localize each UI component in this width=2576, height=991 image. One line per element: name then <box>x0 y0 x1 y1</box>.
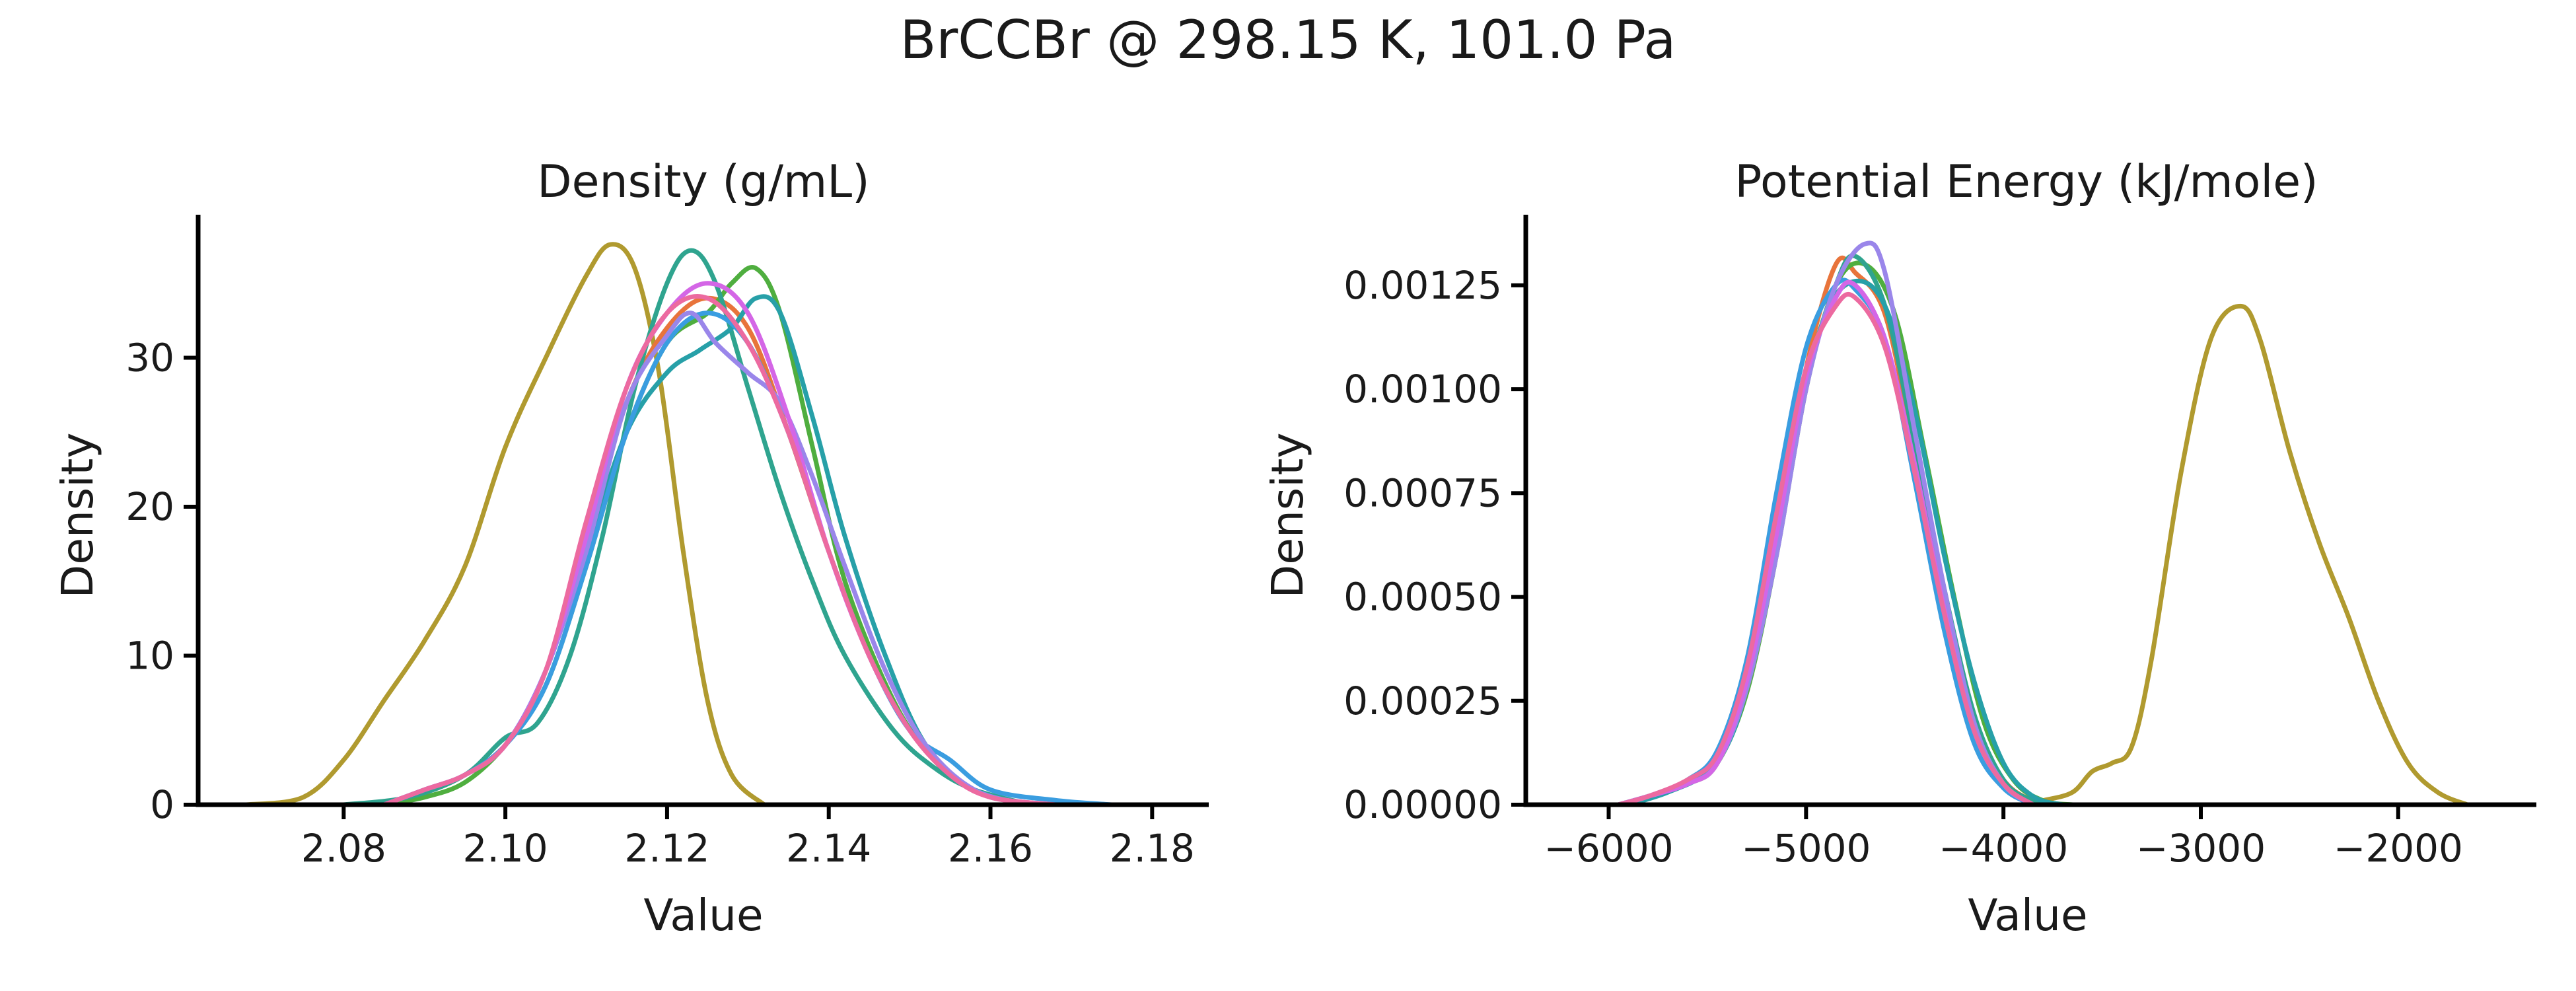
potential-energy-x-tick-label: −5000 <box>1741 826 1871 871</box>
potential-energy-x-tick-label: −6000 <box>1544 826 1673 871</box>
potential-energy-y-tick-label: 0.00075 <box>1343 470 1502 515</box>
potential-energy-kde-curve-3 <box>1616 260 2075 807</box>
density-kde-curve-9 <box>382 294 1057 807</box>
density-kde-curve-7 <box>382 311 1034 807</box>
density-x-tick-label: 2.08 <box>301 826 386 871</box>
density-kde-curve-4 <box>341 248 1034 807</box>
density-panel: Density (g/mL) Value Density 2.08 2.10 2.1… <box>52 156 1209 941</box>
potential-energy-kde-curve-9 <box>1616 291 2036 807</box>
density-panel-x-axis-label: Value <box>643 890 763 941</box>
density-kde-curve-3 <box>382 265 1034 807</box>
potential-energy-x-tick-label: −2000 <box>2334 826 2463 871</box>
density-y-tick-label: 30 <box>125 335 174 380</box>
density-panel-title: Density (g/mL) <box>537 156 869 208</box>
density-kde-curve-1 <box>244 242 767 807</box>
density-kde-curve-5 <box>382 294 1034 807</box>
density-kde-curve-8 <box>382 281 1057 807</box>
density-x-tick-label: 2.10 <box>463 826 548 871</box>
potential-energy-panel-axes <box>1523 215 2536 807</box>
potential-energy-panel-title: Potential Energy (kJ/mole) <box>1735 156 2318 208</box>
potential-energy-x-tick-label: −4000 <box>1939 826 2068 871</box>
density-x-tick-label: 2.14 <box>786 826 871 871</box>
potential-energy-panel-ticks: −6000 −5000 −4000 −3000 −2000 0.00000 0.00025 0… <box>1343 263 2463 871</box>
density-y-tick-label: 10 <box>125 633 174 678</box>
density-panel-curves <box>244 242 1114 807</box>
potential-energy-y-tick-label: 0.00050 <box>1343 575 1502 620</box>
potential-energy-panel-curves <box>1616 240 2470 807</box>
density-kde-curve-2 <box>382 295 1057 807</box>
figure-title: BrCCBr @ 298.15 K, 101.0 Pa <box>900 9 1676 71</box>
density-y-tick-label: 0 <box>150 782 174 827</box>
potential-energy-y-tick-label: 0.00100 <box>1343 367 1502 412</box>
potential-energy-kde-curve-4 <box>1616 253 2065 807</box>
potential-energy-y-tick-label: 0.00025 <box>1343 679 1502 723</box>
density-panel-axes <box>196 215 1209 807</box>
potential-energy-kde-curve-5 <box>1626 278 2065 807</box>
potential-energy-kde-curve-2 <box>1616 255 2065 807</box>
potential-energy-x-tick-label: −3000 <box>2136 826 2266 871</box>
density-panel-ticks: 2.08 2.10 2.12 2.14 2.16 2.18 0 10 20 30 <box>125 335 1195 871</box>
potential-energy-panel: Potential Energy (kJ/mole) Value Density… <box>1262 156 2536 941</box>
potential-energy-y-tick-label: 0.00000 <box>1343 782 1502 827</box>
density-x-tick-label: 2.16 <box>948 826 1033 871</box>
potential-energy-panel-x-axis-label: Value <box>1968 890 2087 941</box>
potential-energy-y-tick-label: 0.00125 <box>1343 263 1502 308</box>
density-x-tick-label: 2.18 <box>1110 826 1195 871</box>
density-y-tick-label: 20 <box>125 484 174 529</box>
density-x-tick-label: 2.12 <box>624 826 709 871</box>
density-panel-y-axis-label: Density <box>52 433 103 599</box>
potential-energy-kde-curve-1 <box>2021 303 2470 807</box>
potential-energy-panel-y-axis-label: Density <box>1262 433 1313 599</box>
